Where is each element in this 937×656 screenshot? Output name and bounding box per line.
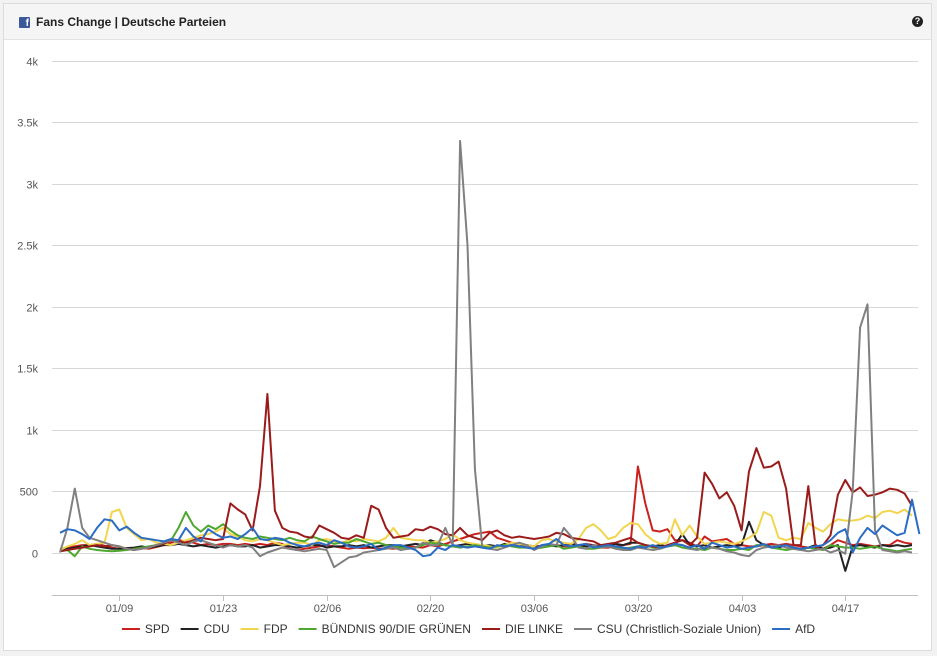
legend-item-die-linke: DIE LINKE [481,622,563,636]
legend-label: DIE LINKE [505,622,563,636]
x-tick-label: 03/20 [625,603,653,615]
legend-item-fdp: FDP [240,622,288,636]
grid-lines [52,61,918,596]
y-tick-label: 3k [26,180,38,192]
series-line-csu-christlich-soziale-union [59,139,913,569]
series-lines [59,139,921,572]
legend-label: CSU (Christlich-Soziale Union) [597,622,761,636]
legend-label: BÜNDNIS 90/DIE GRÜNEN [322,622,471,636]
x-axis-ticks: 01/09 01/23 02/06 02/20 03/06 03/20 04/03 04/17 [106,595,860,615]
legend-item-afd: AfD [772,622,815,636]
y-axis-ticks: 0 500 1k 1.5k 2k 2.5k 3k 3.5k 4k [17,57,38,561]
y-tick-label: 2.5k [17,241,38,253]
y-tick-label: 500 [20,487,38,499]
series-line-die-linke [59,393,913,553]
legend-item-cdu: CDU [180,622,230,636]
x-tick-label: 02/20 [417,603,445,615]
legend-label: SPD [145,622,170,636]
legend-item-b-ndnis-90-die-gr-nen: BÜNDNIS 90/DIE GRÜNEN [298,622,471,636]
legend-label: AfD [795,622,815,636]
y-tick-label: 4k [26,57,38,69]
x-tick-label: 02/06 [314,603,342,615]
facebook-icon: f [19,17,30,28]
x-tick-label: 04/03 [729,603,757,615]
legend-label: FDP [264,622,288,636]
panel-header: f Fans Change | Deutsche Parteien ? [4,4,931,40]
x-tick-label: 03/06 [521,603,549,615]
y-tick-label: 1k [26,426,38,438]
y-tick-label: 0 [32,549,38,561]
y-tick-label: 3.5k [17,118,38,130]
help-icon[interactable]: ? [912,16,923,27]
panel-title: Fans Change | Deutsche Parteien [36,15,227,29]
x-tick-label: 01/09 [106,603,134,615]
legend-item-spd: SPD [121,622,170,636]
legend-label: CDU [204,622,230,636]
legend-item-csu-christlich-soziale-union: CSU (Christlich-Soziale Union) [574,622,761,636]
series-line-afd [59,498,921,558]
x-tick-label: 04/17 [832,603,860,615]
series-line-b-ndnis-90-die-gr-nen [59,511,913,558]
x-tick-label: 01/23 [210,603,238,615]
series-line-fdp [59,508,913,551]
y-tick-label: 1.5k [17,364,38,376]
y-tick-label: 2k [26,303,38,315]
legend: SPD CDU FDP BÜNDNIS 90/DIE GRÜNEN DIE LINKE C… [121,622,815,636]
